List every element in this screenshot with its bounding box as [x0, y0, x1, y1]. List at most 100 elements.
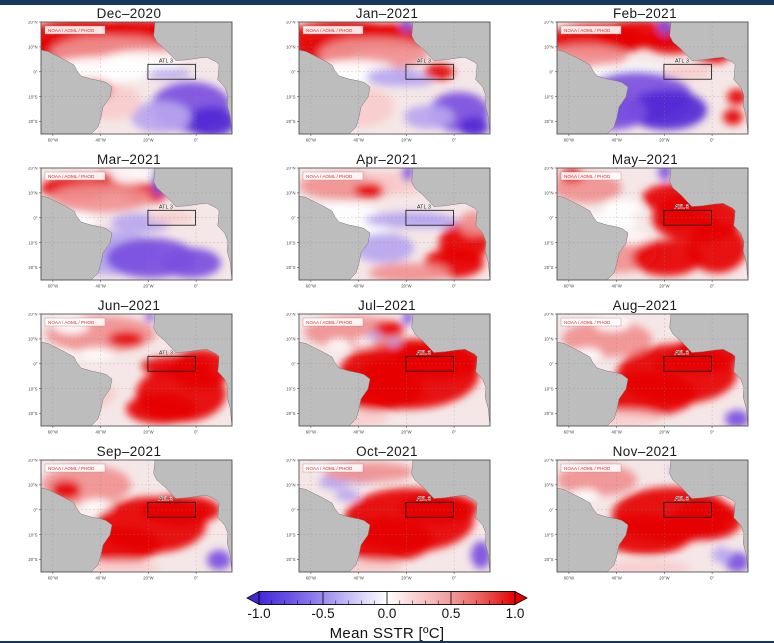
noaa-watermark: NOAA / AOML / PHOD: [48, 466, 95, 471]
africa-landmass: [669, 167, 749, 281]
graticule: [41, 314, 232, 426]
south-america-landmass: [556, 341, 629, 427]
colorbar-right-arrow: [514, 590, 528, 606]
panel-grid: Dec–2020 ATL 3 NOAA / AOML / PHOD 20°N 10°N…: [0, 5, 774, 589]
lat-tick-label: 20°N: [286, 21, 295, 25]
axis-ticks: [555, 21, 713, 136]
lat-tick-label: 20°S: [28, 411, 37, 416]
map-frame: ATL 3 NOAA / AOML / PHOD 20°N 10°N 0° 10°S 20°…: [28, 313, 233, 435]
lat-tick-label: 10°N: [286, 45, 295, 50]
sst-anomaly-map: ATL 3 NOAA / AOML / PHOD 20°N 10°N 0° 10°S 20°…: [286, 313, 491, 435]
atl3-region-box: [663, 209, 712, 226]
south-america-landmass: [556, 487, 629, 573]
lon-tick-label: 60°W: [306, 138, 316, 143]
lat-tick-label: 20°S: [28, 557, 37, 562]
lon-tick-label: 60°W: [48, 576, 58, 581]
noaa-watermark: NOAA / AOML / PHOD: [48, 174, 95, 179]
lat-tick-label: 20°N: [544, 167, 553, 171]
lon-tick-label: 0°: [194, 430, 198, 435]
panel-title: Mar–2021: [97, 152, 161, 167]
watermark-box: [560, 171, 622, 181]
watermark-box: [302, 25, 364, 35]
lon-tick-label: 0°: [452, 138, 456, 143]
lat-tick-label: 10°S: [544, 532, 553, 537]
atl3-region-label: ATL 3: [417, 350, 431, 356]
lat-tick-label: 20°S: [544, 557, 553, 562]
lon-tick-label: 60°W: [48, 138, 58, 143]
lat-tick-label: 0°: [291, 507, 295, 512]
atl3-region-label: ATL 3: [417, 58, 431, 64]
lat-tick-label: 20°S: [28, 119, 37, 124]
atl3-region-box: [147, 209, 196, 226]
axis-ticks: [39, 21, 197, 136]
lat-tick-label: 0°: [291, 361, 295, 366]
lon-tick-label: 0°: [452, 576, 456, 581]
lon-tick-label: 0°: [710, 430, 714, 435]
noaa-watermark: NOAA / AOML / PHOD: [48, 320, 95, 325]
africa-landmass: [669, 459, 749, 573]
colorbar-tick-label: -0.5: [311, 606, 335, 621]
lat-tick-label: 10°N: [544, 483, 553, 488]
map-border: [556, 21, 749, 135]
lon-tick-label: 60°W: [564, 138, 574, 143]
sst-anomaly-map: ATL 3 NOAA / AOML / PHOD 20°N 10°N 0° 10°S 20°…: [28, 313, 233, 435]
colorbar-tick-label: 0.5: [441, 606, 461, 621]
lat-tick-label: 10°N: [544, 337, 553, 342]
lat-tick-label: 10°S: [286, 386, 295, 391]
lon-tick-label: 20°W: [401, 430, 411, 435]
lon-tick-label: 0°: [452, 284, 456, 289]
lon-tick-label: 20°W: [659, 284, 669, 289]
map-panel: Oct–2021 ATL 3 NOAA / AOML / PHOD 20°N 10°N…: [258, 443, 516, 589]
lat-tick-label: 0°: [549, 361, 553, 366]
lat-tick-label: 20°S: [544, 119, 553, 124]
lon-tick-label: 40°W: [612, 430, 622, 435]
panel-title: Jan–2021: [355, 6, 419, 21]
lat-tick-label: 20°N: [28, 21, 37, 25]
lat-tick-label: 10°N: [28, 45, 37, 50]
lat-tick-label: 20°N: [28, 313, 37, 317]
noaa-watermark: NOAA / AOML / PHOD: [564, 174, 611, 179]
lon-tick-label: 0°: [710, 138, 714, 143]
map-border: [298, 313, 491, 427]
lat-tick-label: 10°S: [544, 94, 553, 99]
axis-ticks: [39, 313, 197, 428]
lon-tick-label: 20°W: [143, 576, 153, 581]
lon-tick-label: 0°: [710, 284, 714, 289]
atl3-region-box: [663, 355, 712, 372]
map-frame: ATL 3 NOAA / AOML / PHOD 20°N 10°N 0° 10°S 20°…: [28, 21, 233, 143]
lat-tick-label: 0°: [291, 215, 295, 220]
lat-tick-label: 10°N: [544, 45, 553, 50]
south-america-landmass: [40, 49, 113, 135]
map-panel: Apr–2021 ATL 3 NOAA / AOML / PHOD 20°N 10°N…: [258, 151, 516, 297]
watermark-box: [44, 463, 106, 473]
axis-ticks: [555, 459, 713, 574]
africa-landmass: [153, 167, 233, 281]
lon-tick-label: 40°W: [612, 284, 622, 289]
lat-tick-label: 0°: [549, 69, 553, 74]
map-frame: ATL 3 NOAA / AOML / PHOD 20°N 10°N 0° 10°S 20°…: [28, 459, 233, 581]
atl3-region-box: [405, 501, 454, 518]
colorbar-tick-label: 0.0: [377, 606, 397, 621]
graticule: [557, 460, 748, 572]
sst-anomaly-map: ATL 3 NOAA / AOML / PHOD 20°N 10°N 0° 10°S 20°…: [544, 21, 749, 143]
lon-tick-label: 60°W: [564, 430, 574, 435]
atl3-region-box: [147, 63, 196, 80]
lat-tick-label: 20°S: [286, 411, 295, 416]
noaa-watermark: NOAA / AOML / PHOD: [306, 320, 353, 325]
map-border: [40, 21, 233, 135]
map-panel: Sep–2021 ATL 3 NOAA / AOML / PHOD 20°N 10°N…: [0, 443, 258, 589]
atl3-region-box: [405, 63, 454, 80]
map-panel: Dec–2020 ATL 3 NOAA / AOML / PHOD 20°N 10°N…: [0, 5, 258, 151]
colorbar-label: Mean SSTR [ºC]: [329, 625, 445, 642]
watermark-box: [560, 25, 622, 35]
atl3-region-label: ATL 3: [159, 204, 173, 210]
lat-tick-label: 10°S: [286, 532, 295, 537]
map-panel: May–2021 ATL 3 NOAA / AOML / PHOD 20°N 10°N…: [516, 151, 774, 297]
lat-tick-label: 10°N: [286, 483, 295, 488]
lon-tick-label: 40°W: [612, 138, 622, 143]
top-border: [0, 0, 774, 5]
africa-landmass: [153, 21, 233, 135]
lon-tick-label: 40°W: [354, 138, 364, 143]
panel-title: Jul–2021: [358, 298, 416, 313]
map-frame: ATL 3 NOAA / AOML / PHOD 20°N 10°N 0° 10°S 20°…: [286, 313, 491, 435]
